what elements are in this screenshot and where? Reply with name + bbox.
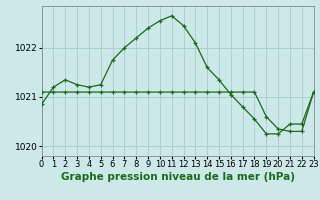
X-axis label: Graphe pression niveau de la mer (hPa): Graphe pression niveau de la mer (hPa) <box>60 172 295 182</box>
